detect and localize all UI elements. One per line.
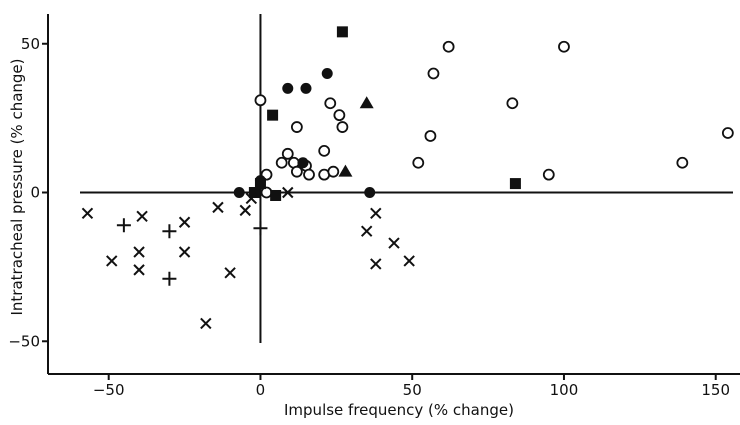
filled-circle-point	[282, 82, 294, 94]
ticks-layer: −50 0 50 100 150 −50 0 50	[8, 35, 730, 399]
cross-x-point	[282, 186, 294, 199]
y-tick-label: −50	[8, 332, 40, 350]
cross-x-point	[370, 258, 382, 270]
cross-x-point	[212, 201, 224, 214]
x-tick-label: −50	[93, 381, 125, 399]
open-circle-point	[275, 156, 288, 169]
open-circle-point	[676, 156, 689, 169]
open-circle-point	[327, 165, 340, 178]
filled-square-point	[270, 189, 282, 201]
points-layer	[81, 26, 734, 330]
plus-point	[162, 224, 177, 239]
filled-circle-point	[300, 82, 312, 94]
cross-x-point	[388, 237, 400, 249]
filled-triangle-point	[359, 96, 374, 109]
open-circle-point	[506, 97, 519, 110]
open-circle-point	[254, 94, 267, 107]
filled-square-point	[267, 109, 279, 121]
y-tick-label: 50	[21, 35, 40, 53]
open-circle-point	[442, 40, 455, 53]
x-tick-label: 50	[403, 381, 422, 399]
open-circle-point	[333, 109, 346, 122]
cross-x-point	[239, 204, 251, 217]
cross-x-point	[136, 210, 148, 223]
open-circle-point	[427, 67, 440, 80]
cross-x-point	[370, 207, 382, 220]
filled-circle-point	[233, 187, 245, 199]
plus-point	[162, 271, 177, 286]
x-tick-label: 150	[701, 381, 730, 399]
open-circle-point	[303, 168, 315, 181]
open-circle-point	[318, 144, 331, 157]
cross-x-point	[106, 255, 118, 267]
filled-square-point	[509, 178, 521, 190]
cross-x-point	[133, 264, 145, 276]
plus-point	[116, 218, 131, 233]
cross-x-point	[360, 225, 373, 237]
open-circle-point	[290, 121, 303, 133]
filled-circle-point	[364, 187, 376, 199]
plus-point	[253, 221, 268, 236]
y-tick-label: 0	[30, 184, 40, 202]
filled-circle-point	[297, 157, 309, 169]
open-circle-point	[336, 121, 349, 133]
x-axis-label: Impulse frequency (% change)	[284, 401, 514, 419]
filled-circle-point	[321, 68, 333, 80]
filled-square-point	[336, 26, 348, 38]
cross-x-point	[200, 317, 212, 330]
cross-x-point	[245, 192, 258, 205]
cross-x-point	[403, 255, 415, 267]
filled-triangle-point	[338, 164, 353, 177]
filled-square-point	[254, 178, 266, 190]
axes-layer	[47, 14, 740, 375]
filled-square-point	[248, 187, 260, 199]
cross-x-point	[81, 207, 94, 220]
open-circle-point	[558, 40, 570, 53]
cross-x-point	[178, 216, 191, 228]
open-circle-point	[424, 130, 437, 142]
open-circle-point	[281, 147, 294, 160]
open-circle-point	[721, 127, 734, 139]
open-circle-point	[542, 168, 555, 181]
open-circle-point	[324, 97, 337, 110]
open-circle-point	[290, 165, 303, 178]
x-tick-label: 0	[256, 381, 266, 399]
y-axis-label: Intratracheal pressure (% change)	[8, 58, 26, 315]
open-circle-point	[412, 156, 425, 169]
cross-x-point	[178, 246, 191, 258]
cross-x-point	[224, 267, 236, 279]
cross-x-point	[133, 246, 145, 258]
x-tick-label: 100	[550, 381, 579, 399]
